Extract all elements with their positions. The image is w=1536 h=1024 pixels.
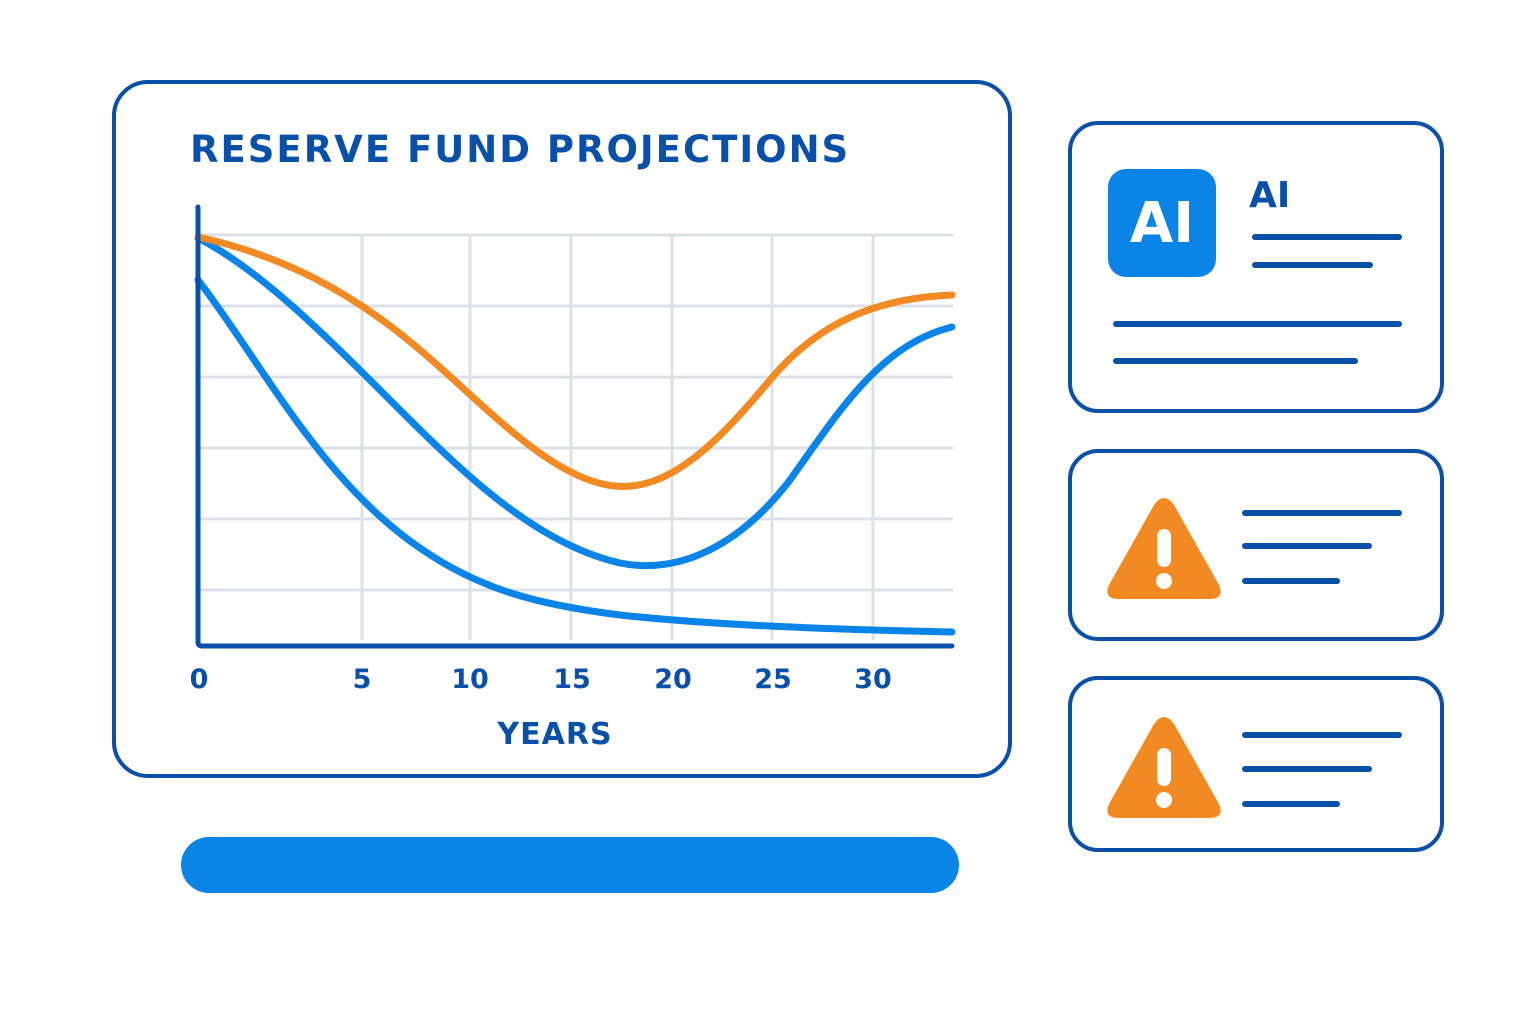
text-placeholder-line [1242, 766, 1372, 772]
text-placeholder-line [1242, 801, 1340, 807]
text-placeholder-line [1242, 732, 1402, 738]
x-tick-30: 30 [854, 664, 892, 695]
ai-insight-card[interactable]: AI AI [1068, 121, 1444, 413]
x-tick-10: 10 [451, 664, 489, 695]
series-low-blue [194, 276, 956, 636]
x-tick-0: 0 [189, 664, 209, 695]
text-placeholder-line [1113, 321, 1402, 327]
chart-title: RESERVE FUND PROJECTIONS [190, 128, 851, 171]
progress-bar[interactable] [181, 837, 959, 893]
x-tick-5: 5 [352, 664, 372, 695]
text-placeholder-line [1252, 234, 1402, 240]
warning-icon [1107, 498, 1221, 599]
series-orange [194, 233, 956, 490]
warning-card-2[interactable] [1068, 676, 1444, 852]
text-placeholder-line [1242, 510, 1402, 516]
axes [195, 204, 955, 649]
chart-card [112, 80, 1012, 778]
warning-card-1[interactable] [1068, 449, 1444, 641]
text-placeholder-line [1113, 358, 1358, 364]
series-mid-blue [194, 234, 956, 570]
text-placeholder-line [1242, 578, 1340, 584]
x-tick-25: 25 [754, 664, 792, 695]
warning-icon [1107, 717, 1221, 818]
text-placeholder-line [1252, 262, 1373, 268]
x-axis-label: YEARS [497, 717, 613, 752]
ai-card-title: AI [1249, 175, 1291, 216]
ai-icon: AI [1108, 169, 1216, 277]
x-tick-20: 20 [654, 664, 692, 695]
x-tick-15: 15 [553, 664, 591, 695]
text-placeholder-line [1242, 543, 1372, 549]
